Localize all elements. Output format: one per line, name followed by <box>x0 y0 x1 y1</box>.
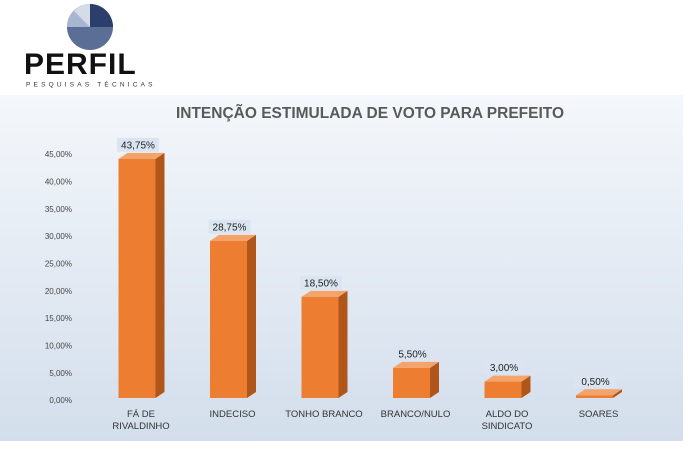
bar-side <box>155 152 165 398</box>
bar-top <box>576 389 622 396</box>
bar-side <box>338 290 348 398</box>
value-label-box <box>483 360 525 375</box>
chart-title: INTENÇÃO ESTIMULADA DE VOTO PARA PREFEIT… <box>176 104 564 122</box>
bar-top <box>210 234 256 241</box>
bar-side <box>521 375 531 398</box>
value-label: 0,50% <box>581 377 609 388</box>
value-label-box <box>208 219 251 234</box>
x-tick-label: ALDO DO SINDICATO <box>481 409 533 432</box>
bar-top <box>393 361 439 368</box>
y-tick-label: 35,00% <box>45 205 72 214</box>
bar-side <box>430 361 439 398</box>
bar-top <box>118 152 165 159</box>
y-tick-label: 10,00% <box>45 341 72 350</box>
y-tick-label: 45,00% <box>45 150 72 159</box>
bar-top <box>301 290 348 297</box>
x-tick-label: INDECISO <box>209 409 256 420</box>
bar-top <box>484 375 531 382</box>
y-tick-label: 15,00% <box>45 314 72 323</box>
logo-tagline: PESQUISAS TÉCNICAS <box>26 80 156 89</box>
x-tick-label: FÁ DE RIVALDINHO <box>112 409 170 432</box>
bar <box>118 158 156 398</box>
value-label-box <box>300 275 342 290</box>
x-tick-label: BRANCO/NULO <box>380 409 451 420</box>
bar <box>576 395 613 398</box>
logo-icon <box>67 4 113 50</box>
logo-name: PERFIL <box>24 48 137 81</box>
x-tick-label: SOARES <box>578 409 619 420</box>
y-tick-label: 20,00% <box>45 287 72 296</box>
y-tick-label: 30,00% <box>45 232 72 241</box>
value-label: 43,75% <box>121 140 155 151</box>
bar-side <box>613 389 622 398</box>
value-label: 3,00% <box>490 363 518 374</box>
value-label: 28,75% <box>213 222 247 233</box>
value-label: 18,50% <box>304 279 338 290</box>
bar <box>484 381 522 398</box>
value-label: 5,50% <box>398 350 426 361</box>
value-label-box <box>574 374 617 389</box>
bar-side <box>247 234 256 398</box>
value-label-box <box>117 137 159 152</box>
bar <box>210 240 247 398</box>
x-tick-label: TONHO BRANCO <box>285 409 363 420</box>
y-tick-label: 40,00% <box>45 177 72 186</box>
value-label-box <box>391 346 434 361</box>
bar <box>301 296 339 398</box>
bar <box>393 367 430 398</box>
y-tick-label: 5,00% <box>49 369 72 378</box>
y-tick-label: 0,00% <box>49 396 72 405</box>
y-tick-label: 25,00% <box>45 259 72 268</box>
